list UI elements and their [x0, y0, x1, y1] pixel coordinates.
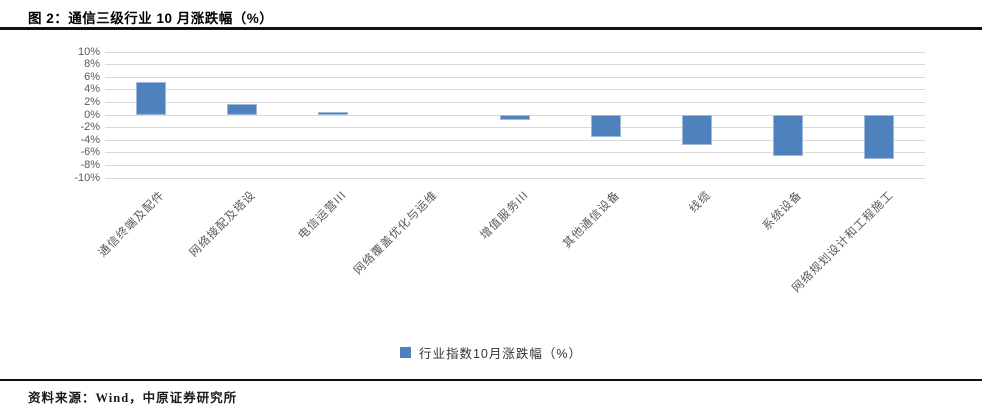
gridline — [105, 64, 925, 66]
source-divider — [0, 379, 982, 381]
y-tick-label: 8% — [84, 58, 100, 71]
y-tick-label: 6% — [84, 70, 100, 83]
gridline — [105, 76, 925, 78]
bar — [591, 115, 622, 138]
x-category-label-text: 增值服务III — [478, 189, 532, 242]
y-tick-label: -4% — [80, 133, 100, 146]
bar — [135, 82, 166, 115]
figure-title: 图 2：通信三级行业 10 月涨跌幅（%） — [28, 11, 274, 26]
bar — [317, 111, 348, 115]
gridline — [105, 164, 925, 166]
bar — [773, 115, 804, 156]
gridline — [105, 139, 925, 141]
x-category-label-text: 系统设备 — [761, 189, 805, 233]
x-category-label-text: 网络接配及塔设 — [187, 189, 259, 260]
gridline — [105, 101, 925, 103]
legend-swatch — [399, 347, 411, 358]
y-tick-label: 0% — [84, 108, 100, 121]
x-category-label-text: 通信终端及配件 — [96, 189, 168, 260]
legend: 行业指数10月涨跌幅（%） — [0, 343, 982, 362]
gridline — [105, 177, 925, 179]
legend-label: 行业指数10月涨跌幅（%） — [418, 347, 583, 361]
bar-chart: 10% 8% 6% 4% 2% 0% -2% -4% -6% -8% -10% 通信终端及配件 网络接… — [0, 45, 982, 375]
bar — [682, 115, 713, 146]
y-tick-label: -6% — [80, 146, 100, 159]
source-text: 资料来源：Wind，中原证券研究所 — [28, 391, 238, 405]
gridline — [105, 127, 925, 129]
gridline — [105, 51, 925, 53]
bar — [864, 115, 895, 160]
title-divider — [0, 27, 982, 30]
bar — [500, 115, 530, 121]
x-category-label-text: 线缆 — [687, 189, 714, 216]
y-tick-label: -10% — [74, 171, 100, 184]
y-tick-label: 4% — [84, 83, 100, 96]
gridline — [105, 89, 925, 91]
y-tick-label: -8% — [80, 158, 100, 171]
bar — [226, 103, 257, 115]
plot-area — [105, 51, 925, 179]
y-tick-label: -2% — [80, 121, 100, 134]
gridline — [105, 152, 925, 154]
x-category-label-text: 其他通信设备 — [561, 189, 623, 251]
x-category-label-text: 网络规划设计和工程施工 — [790, 189, 897, 295]
x-category-label-text: 网络覆盖优化与运维 — [352, 189, 441, 278]
y-tick-label: 10% — [77, 45, 100, 58]
x-category-label-text: 电信运营III — [296, 189, 350, 242]
y-tick-label: 2% — [84, 95, 100, 108]
